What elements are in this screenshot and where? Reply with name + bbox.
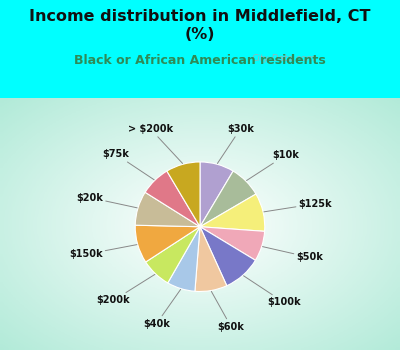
Text: $60k: $60k — [211, 291, 244, 331]
Text: City-Data.com: City-Data.com — [252, 54, 316, 63]
Text: $10k: $10k — [246, 150, 299, 181]
Wedge shape — [200, 227, 265, 260]
Wedge shape — [146, 227, 200, 283]
Text: $20k: $20k — [76, 193, 137, 208]
Wedge shape — [135, 192, 200, 227]
Wedge shape — [200, 194, 265, 231]
Text: $40k: $40k — [143, 289, 181, 329]
Wedge shape — [195, 227, 227, 292]
Wedge shape — [200, 162, 233, 227]
Text: $30k: $30k — [217, 124, 254, 163]
Text: $125k: $125k — [264, 199, 332, 212]
Wedge shape — [167, 162, 200, 227]
Text: $150k: $150k — [69, 245, 137, 259]
Text: $75k: $75k — [102, 149, 154, 180]
Text: $100k: $100k — [244, 276, 301, 308]
Wedge shape — [168, 227, 200, 291]
Wedge shape — [135, 225, 200, 262]
Wedge shape — [200, 227, 256, 286]
Text: Black or African American residents: Black or African American residents — [74, 54, 326, 67]
Wedge shape — [200, 171, 256, 227]
Text: Income distribution in Middlefield, CT
(%): Income distribution in Middlefield, CT (… — [29, 9, 371, 42]
Wedge shape — [145, 171, 200, 227]
Text: $50k: $50k — [262, 247, 324, 262]
Text: $200k: $200k — [97, 274, 155, 305]
Text: > $200k: > $200k — [128, 124, 183, 163]
